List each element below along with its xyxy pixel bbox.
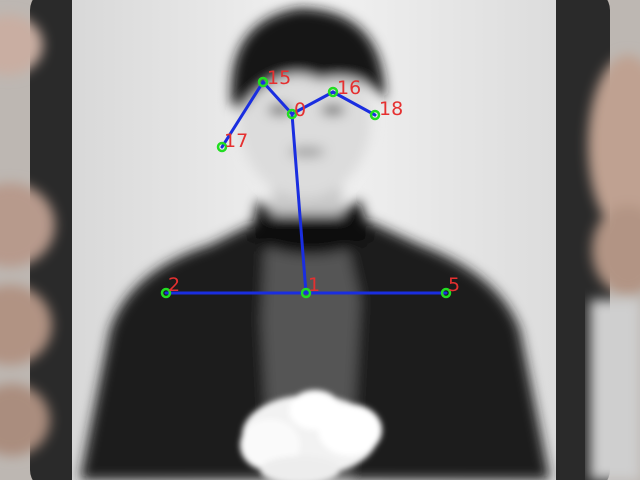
limb-15-17 xyxy=(220,80,265,149)
limb-16-18 xyxy=(331,90,377,117)
keypoint-label-15: 15 xyxy=(267,67,291,89)
limb-0-1 xyxy=(290,112,308,295)
keypoint-labels: 0 1 2 5 15 16 17 18 xyxy=(168,67,460,296)
flower-bouquet xyxy=(240,390,382,480)
keypoint-17 xyxy=(216,141,228,153)
keypoint-label-1: 1 xyxy=(308,274,320,296)
keypoint-label-2: 2 xyxy=(168,274,180,296)
keypoint-5 xyxy=(440,287,452,299)
limb-0-15 xyxy=(261,80,294,116)
keypoint-label-0: 0 xyxy=(294,99,306,121)
keypoint-label-16: 16 xyxy=(337,77,361,99)
keypoint-2 xyxy=(160,287,172,299)
skeleton-limbs xyxy=(164,80,448,295)
keypoint-18 xyxy=(369,109,381,121)
keypoint-markers xyxy=(160,76,452,299)
keypoint-label-17: 17 xyxy=(224,130,248,152)
keypoint-16 xyxy=(327,86,339,98)
keypoint-15 xyxy=(257,76,269,88)
keypoint-label-5: 5 xyxy=(448,274,460,296)
hand-fingers xyxy=(0,15,640,456)
limb-0-16 xyxy=(290,90,335,116)
keypoint-1 xyxy=(300,287,312,299)
keypoint-0 xyxy=(286,108,298,120)
keypoint-label-18: 18 xyxy=(379,98,403,120)
